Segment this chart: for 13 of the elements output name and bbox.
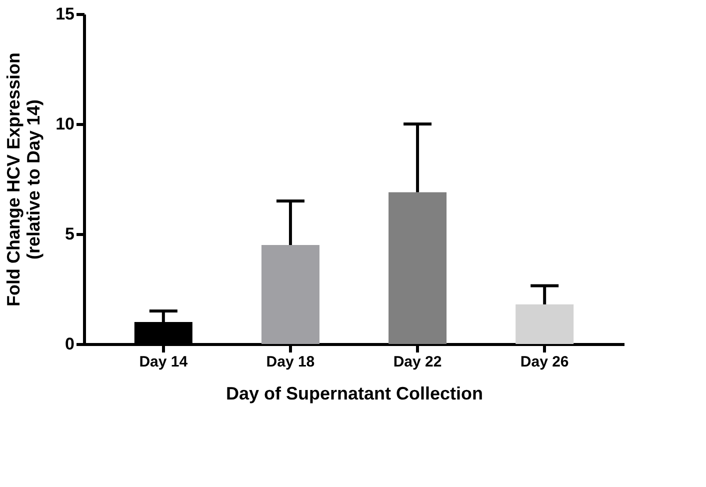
bar (261, 245, 320, 344)
x-tick-label: Day 18 (266, 354, 315, 370)
y-axis-title: Fold Change HCV Expression (relative to Day 14) (4, 52, 44, 307)
y-tick-label: 15 (56, 4, 74, 24)
y-tick-label: 10 (56, 114, 74, 134)
x-tick-label: Day 26 (520, 354, 569, 370)
y-tick-label: 5 (65, 224, 74, 244)
x-axis-title: Day of Supernatant Collection (226, 384, 484, 404)
bar (388, 192, 447, 344)
y-tick-label: 0 (65, 334, 74, 354)
x-tick-label: Day 14 (139, 354, 188, 370)
bar (516, 304, 574, 344)
x-tick-label: Day 22 (393, 354, 442, 370)
